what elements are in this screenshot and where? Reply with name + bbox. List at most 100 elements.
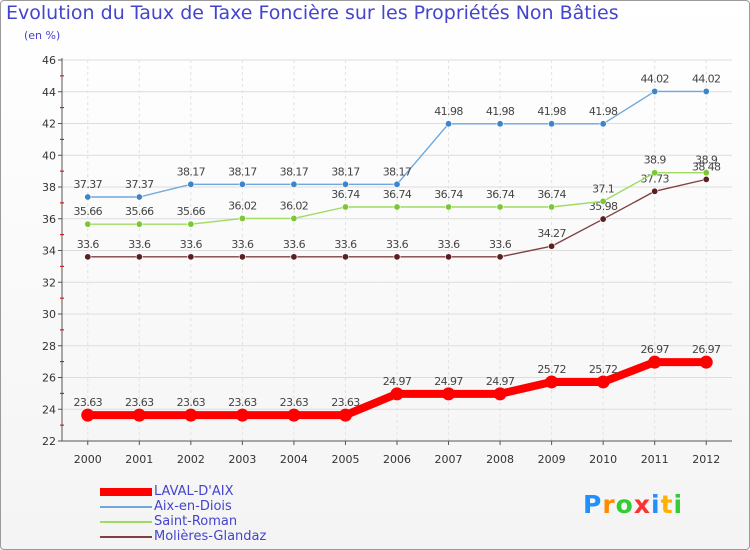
data-point bbox=[238, 214, 246, 222]
data-point bbox=[393, 180, 401, 188]
data-label: 36.74 bbox=[486, 188, 515, 201]
chart-title: Evolution du Taux de Taxe Foncière sur l… bbox=[6, 2, 619, 24]
logo-letter: i bbox=[673, 490, 684, 519]
data-label: 33.6 bbox=[334, 238, 357, 251]
proxiti-logo: Proxiti bbox=[583, 490, 683, 519]
data-label: 23.63 bbox=[177, 396, 206, 409]
data-point bbox=[651, 87, 659, 95]
data-label: 23.63 bbox=[331, 396, 360, 409]
data-label: 41.98 bbox=[434, 105, 463, 118]
data-label: 36.02 bbox=[228, 199, 257, 212]
x-tick-label: 2011 bbox=[641, 453, 669, 466]
logo-letter: x bbox=[633, 490, 651, 519]
data-label: 24.97 bbox=[383, 375, 412, 388]
legend-label: Aix-en-Diois bbox=[154, 499, 232, 514]
data-label: 38.17 bbox=[177, 165, 206, 178]
data-point bbox=[187, 253, 195, 261]
data-point bbox=[651, 169, 659, 177]
data-point bbox=[393, 253, 401, 261]
legend-label: Molières-Glandaz bbox=[154, 529, 267, 544]
data-point bbox=[548, 242, 556, 250]
data-label: 25.72 bbox=[537, 363, 566, 376]
logo-letter: P bbox=[583, 490, 603, 519]
data-point bbox=[445, 253, 453, 261]
data-label: 36.74 bbox=[383, 188, 412, 201]
data-label: 26.97 bbox=[640, 343, 669, 356]
data-point bbox=[702, 87, 710, 95]
data-point bbox=[287, 408, 301, 422]
y-tick-label: 40 bbox=[42, 149, 56, 162]
data-point bbox=[599, 120, 607, 128]
data-point bbox=[445, 120, 453, 128]
data-label: 23.63 bbox=[74, 396, 103, 409]
data-point bbox=[599, 215, 607, 223]
x-tick-label: 2007 bbox=[435, 453, 463, 466]
data-point bbox=[390, 387, 404, 401]
x-tick-label: 2008 bbox=[486, 453, 514, 466]
x-tick-label: 2002 bbox=[177, 453, 205, 466]
data-point bbox=[84, 220, 92, 228]
data-label: 23.63 bbox=[280, 396, 309, 409]
data-point bbox=[84, 193, 92, 201]
x-tick-label: 2004 bbox=[280, 453, 308, 466]
data-label: 24.97 bbox=[434, 375, 463, 388]
x-tick-label: 2012 bbox=[692, 453, 720, 466]
data-point bbox=[341, 253, 349, 261]
data-label: 23.63 bbox=[228, 396, 257, 409]
data-label: 34.27 bbox=[537, 227, 566, 240]
y-tick-label: 38 bbox=[42, 181, 56, 194]
data-point bbox=[184, 408, 198, 422]
data-label: 44.02 bbox=[692, 72, 721, 85]
data-point bbox=[135, 193, 143, 201]
data-point bbox=[290, 214, 298, 222]
data-point bbox=[290, 253, 298, 261]
data-label: 36.02 bbox=[280, 199, 309, 212]
legend-swatch bbox=[100, 506, 152, 508]
y-tick-label: 26 bbox=[42, 372, 56, 385]
data-point bbox=[132, 408, 146, 422]
x-tick-label: 2006 bbox=[383, 453, 411, 466]
x-tick-label: 2000 bbox=[74, 453, 102, 466]
data-point bbox=[238, 253, 246, 261]
data-label: 44.02 bbox=[640, 72, 669, 85]
legend-label: LAVAL-D'AIX bbox=[154, 484, 234, 499]
data-label: 33.6 bbox=[77, 238, 100, 251]
data-label: 35.66 bbox=[177, 205, 206, 218]
data-point bbox=[445, 203, 453, 211]
data-point bbox=[341, 180, 349, 188]
y-tick-label: 32 bbox=[42, 276, 56, 289]
data-label: 33.6 bbox=[437, 238, 460, 251]
data-point bbox=[548, 203, 556, 211]
y-tick-label: 44 bbox=[42, 86, 56, 99]
data-label: 37.1 bbox=[592, 182, 614, 195]
data-label: 33.6 bbox=[386, 238, 409, 251]
y-tick-label: 24 bbox=[42, 403, 56, 416]
data-point bbox=[187, 220, 195, 228]
data-point bbox=[393, 203, 401, 211]
data-label: 37.37 bbox=[125, 178, 154, 191]
data-label: 24.97 bbox=[486, 375, 515, 388]
data-label: 38.9 bbox=[644, 154, 667, 167]
data-label: 35.66 bbox=[74, 205, 103, 218]
data-label: 41.98 bbox=[486, 105, 515, 118]
data-point bbox=[496, 253, 504, 261]
data-label: 36.74 bbox=[331, 188, 360, 201]
logo-letter: t bbox=[660, 490, 674, 519]
data-point bbox=[135, 253, 143, 261]
data-point bbox=[341, 203, 349, 211]
data-point bbox=[599, 197, 607, 205]
legend-swatch bbox=[100, 521, 152, 523]
logo-letter: r bbox=[602, 490, 616, 519]
data-label: 33.6 bbox=[283, 238, 306, 251]
data-point bbox=[496, 120, 504, 128]
legend-swatch bbox=[100, 536, 152, 538]
data-label: 26.97 bbox=[692, 343, 721, 356]
data-point bbox=[596, 375, 610, 389]
data-point bbox=[702, 169, 710, 177]
data-label: 37.73 bbox=[640, 172, 669, 185]
data-label: 33.6 bbox=[180, 238, 203, 251]
y-tick-label: 28 bbox=[42, 340, 56, 353]
data-point bbox=[493, 387, 507, 401]
data-point bbox=[702, 175, 710, 183]
data-label: 23.63 bbox=[125, 396, 154, 409]
